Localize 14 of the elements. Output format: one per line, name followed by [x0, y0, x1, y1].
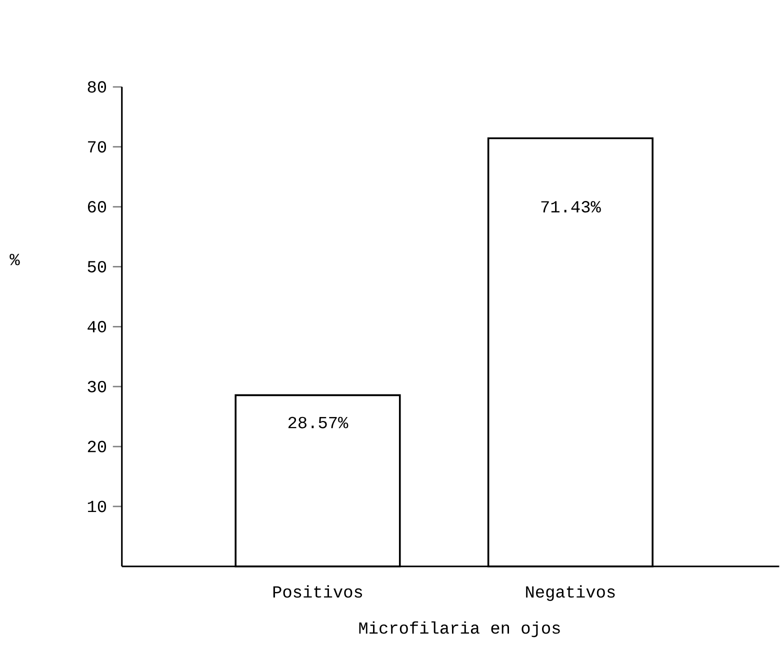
data-label: 28.57% — [288, 416, 348, 428]
y-tick-label: 70 — [88, 140, 106, 152]
x-tick-label: Negativos — [526, 585, 615, 601]
x-tick-label: Positivos — [273, 585, 362, 598]
y-tick-label: 20 — [88, 440, 106, 452]
y-tick-label: 50 — [88, 260, 106, 272]
y-tick-label: 30 — [88, 380, 106, 392]
data-label: 71.43% — [541, 200, 601, 212]
y-tick-label: 40 — [88, 320, 106, 332]
y-tick-label: 10 — [88, 500, 106, 512]
y-tick-label: 80 — [88, 81, 106, 92]
y-tick-label: 60 — [88, 200, 106, 212]
x-axis-title: Microfilaria en ojos — [359, 621, 560, 637]
y-axis-title: % — [10, 254, 20, 266]
